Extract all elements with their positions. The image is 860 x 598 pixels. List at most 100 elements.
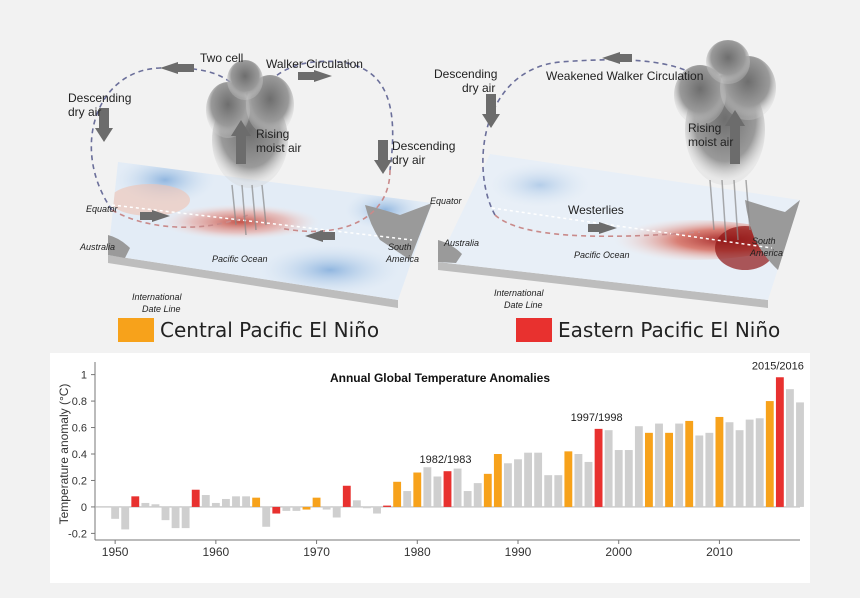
bar-1989 [504,463,512,507]
bar-1973 [342,485,351,507]
x-tick-label-2: 1970 [303,545,330,559]
left-upper-arrow-west [160,62,178,74]
bar-1972 [332,506,341,518]
x-tick-label-5: 2000 [605,545,632,559]
bar-1982 [433,476,442,507]
bar-1968 [292,506,301,511]
right-australia-label: Australia [443,238,479,248]
right-equator-label: Equator [430,196,463,206]
bar-1971 [322,506,331,510]
right-rising-label-1: Rising [688,121,721,135]
left-date-line-label-2: Date Line [142,304,181,314]
right-panel: Descending dry air Weakened Walker Circu… [430,40,800,310]
left-surface-arrow-west [152,210,170,222]
bar-1952 [131,496,140,507]
bar-1963 [242,496,250,507]
y-tick-label-4: 0.6 [72,423,87,435]
bar-2018 [796,402,804,507]
left-australia-label: Australia [79,242,115,252]
left-descending-arrow-west [99,108,109,130]
bar-1988 [493,454,502,507]
left-surface-arrow-east [305,230,323,242]
left-descending-label-1: Descending [68,91,131,105]
bar-2012 [735,430,744,507]
bar-1986 [473,483,482,507]
right-date-line-label-2: Date Line [504,300,543,310]
left-south-america-landmass [365,203,432,260]
bar-2003 [645,432,653,507]
bar-1998 [594,428,603,507]
bar-1992 [534,452,543,507]
right-map-slab-edge [438,262,768,308]
bar-1983 [443,471,452,507]
x-tick-label-1: 1960 [203,545,230,559]
bar-1969 [302,506,311,510]
right-descending-label-1: Descending [434,67,497,81]
bar-1991 [524,452,532,507]
y-tick-label-1: 0 [81,502,87,514]
bar-1997 [584,461,593,507]
bar-2011 [725,422,734,507]
bar-1980 [413,472,422,507]
right-south-america-label-2: America [749,248,783,258]
bar-1975 [363,506,371,509]
bar-2013 [745,419,754,507]
x-tick-label-4: 1990 [505,545,532,559]
right-westerlies-arrow [599,222,617,234]
left-upper-arrow-east [314,70,332,82]
temperature-anomaly-chart: -0.2 0 0.2 0.4 0.6 0.8 1 1950 1960 1970 1980 1990 20… [57,360,804,559]
y-tick-label-3: 0.4 [72,449,87,461]
bar-1979 [403,491,412,507]
annotation-1: 1997/1998 [571,412,623,424]
bar-2017 [786,389,794,507]
bar-2009 [705,432,714,507]
left-descending-east-label-1: Descending [392,139,455,153]
right-australia-landmass [438,240,462,263]
bar-1958 [191,489,200,507]
bar-1956 [171,506,180,529]
right-descending-arrow [486,94,496,116]
bar-1999 [604,430,613,507]
bar-2008 [695,435,704,507]
right-south-america-landmass [745,200,800,270]
bar-1993 [544,475,553,507]
y-tick-label-2: 0.2 [72,475,87,487]
left-descending-label-2: dry air [68,105,101,119]
bar-1985 [463,491,472,507]
right-weakened-label: Weakened Walker Circulation [546,69,703,83]
left-descending-east-label-2: dry air [392,153,425,167]
bar-1987 [483,473,492,507]
bar-1954 [151,504,160,507]
bar-2001 [624,450,633,507]
y-tick-label-6: 1 [81,370,87,382]
x-tick-label-3: 1980 [404,545,431,559]
bar-2007 [685,420,694,507]
bar-1966 [272,506,281,514]
annotation-2: 2015/2016 [752,360,804,372]
bar-2016 [775,377,784,507]
left-south-america-label-2: America [385,254,419,264]
bar-1970 [312,497,321,507]
bar-1953 [141,502,150,507]
x-tick-label-6: 2010 [706,545,733,559]
legend-swatch-eastern [516,318,552,342]
left-rising-label-2: moist air [256,141,301,155]
bar-2006 [675,423,684,507]
left-equator-line [111,204,413,241]
x-tick-label-0: 1950 [102,545,129,559]
bar-1959 [201,495,210,507]
left-cell-loop-west [90,67,249,211]
bar-2015 [765,401,774,507]
right-pacific-label: Pacific Ocean [574,250,630,260]
bar-1994 [554,475,563,507]
left-convection-cloud [206,60,294,236]
right-date-line-label-1: International [494,288,545,298]
left-date-line-label-1: International [132,292,183,302]
annotation-0: 1982/1983 [420,454,472,466]
bar-1961 [222,498,230,507]
legend-swatch-central [118,318,154,342]
bar-1976 [373,506,381,514]
right-convection-cloud [674,40,776,241]
bar-1981 [423,467,432,507]
